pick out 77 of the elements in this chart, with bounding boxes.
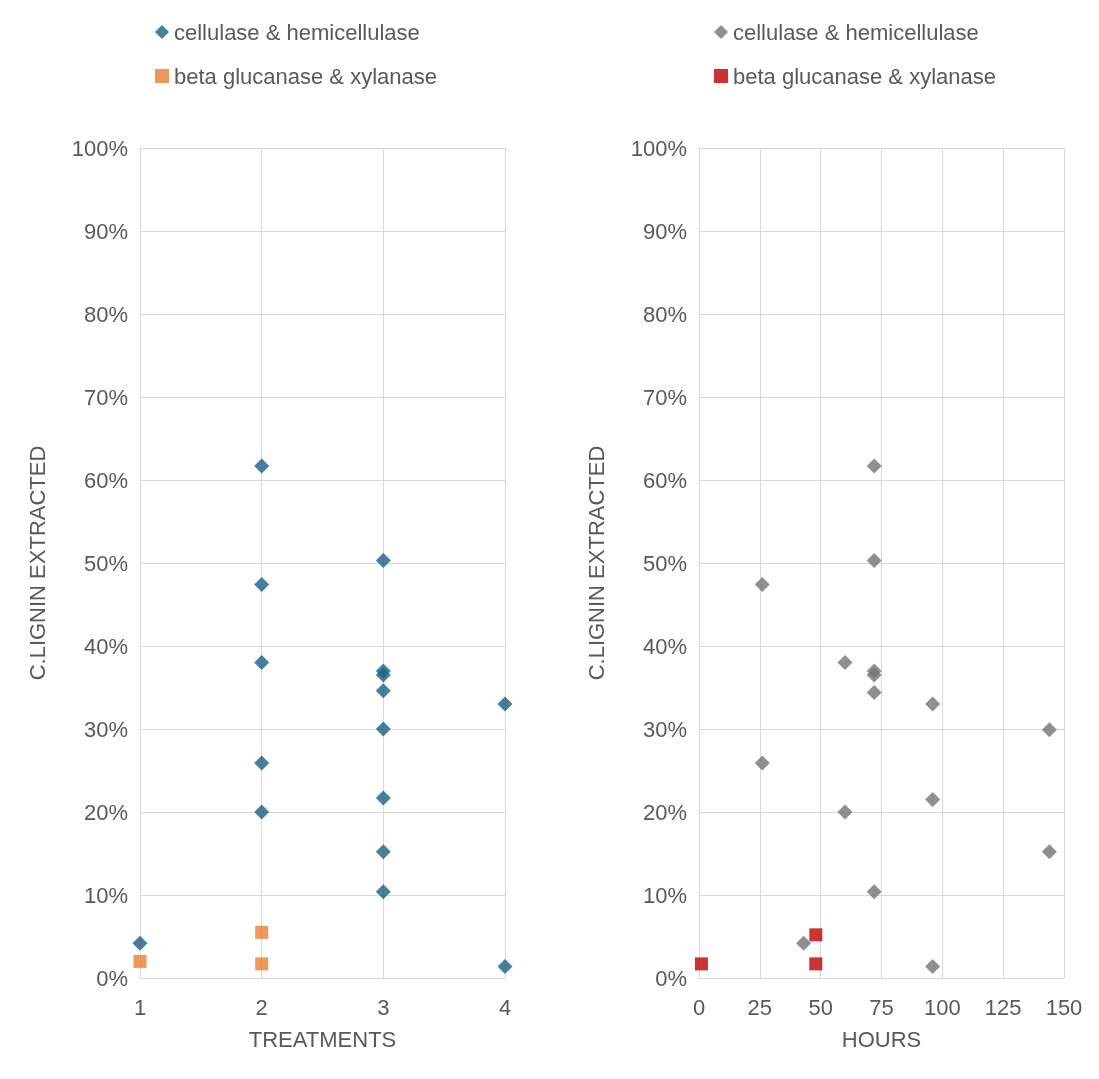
point xyxy=(754,755,770,771)
point xyxy=(375,667,391,683)
y-tick-label: 20% xyxy=(642,799,687,825)
point xyxy=(796,935,812,951)
point xyxy=(497,696,513,712)
y-tick-label: 30% xyxy=(83,716,128,742)
y-tick-label: 50% xyxy=(83,550,128,576)
point xyxy=(375,884,391,900)
x-tick-label: 2 xyxy=(255,994,268,1020)
point xyxy=(866,684,882,700)
y-tick-label: 40% xyxy=(642,633,687,659)
y-tick-label: 70% xyxy=(83,384,128,410)
point xyxy=(837,804,853,820)
point xyxy=(254,655,270,671)
x-tick-label: 3 xyxy=(377,994,390,1020)
point xyxy=(866,667,882,683)
x-axis-title: TREATMENTS xyxy=(248,1026,397,1052)
y-tick-label: 0% xyxy=(655,965,687,991)
point xyxy=(925,792,941,808)
y-tick-label: 10% xyxy=(642,882,687,908)
point xyxy=(254,755,270,771)
point xyxy=(132,935,148,951)
x-tick-label: 100 xyxy=(923,994,961,1020)
y-axis-title: C.LIGNIN EXTRACTED xyxy=(583,445,609,681)
x-tick-label: 0 xyxy=(692,994,706,1020)
point xyxy=(133,954,147,968)
point xyxy=(837,655,853,671)
x-tick-label: 1 xyxy=(133,994,147,1020)
point xyxy=(254,458,270,474)
point xyxy=(255,957,269,971)
y-tick-label: 60% xyxy=(83,467,128,493)
point xyxy=(254,804,270,820)
y-tick-label: 20% xyxy=(83,799,128,825)
point xyxy=(866,884,882,900)
legend-label: beta glucanase & xylanase xyxy=(174,63,437,89)
point xyxy=(254,577,270,593)
y-tick-label: 90% xyxy=(83,218,128,244)
x-tick-label: 50 xyxy=(808,994,833,1020)
x-tick-label: 75 xyxy=(869,994,894,1020)
y-tick-label: 30% xyxy=(642,716,687,742)
x-tick-label: 4 xyxy=(498,994,512,1020)
x-tick-label: 25 xyxy=(747,994,773,1020)
point xyxy=(754,577,770,593)
legend-label: cellulase & hemicellulase xyxy=(733,19,979,45)
y-axis-title: C.LIGNIN EXTRACTED xyxy=(24,445,50,681)
y-tick-label: 80% xyxy=(83,301,128,327)
point xyxy=(866,458,882,474)
point xyxy=(925,696,941,712)
point xyxy=(1041,844,1057,860)
point xyxy=(375,553,391,569)
y-tick-label: 0% xyxy=(96,965,128,991)
point xyxy=(694,957,708,971)
point xyxy=(375,844,391,860)
point xyxy=(925,958,941,974)
point xyxy=(375,683,391,699)
y-tick-label: 80% xyxy=(642,301,687,327)
y-tick-label: 100% xyxy=(71,135,128,161)
point xyxy=(375,721,391,737)
point xyxy=(809,957,823,971)
y-tick-label: 70% xyxy=(642,384,687,410)
point xyxy=(255,925,269,939)
y-tick-label: 90% xyxy=(642,218,687,244)
legend-label: beta glucanase & xylanase xyxy=(733,63,996,89)
point xyxy=(866,553,882,569)
x-tick-label: 125 xyxy=(984,994,1022,1020)
x-tick-label: 150 xyxy=(1045,994,1083,1020)
point xyxy=(497,958,513,974)
y-tick-label: 100% xyxy=(630,135,687,161)
x-axis-title: HOURS xyxy=(841,1026,922,1052)
y-tick-label: 60% xyxy=(642,467,687,493)
legend-label: cellulase & hemicellulase xyxy=(174,19,420,45)
y-tick-label: 50% xyxy=(642,550,687,576)
y-tick-label: 10% xyxy=(83,882,128,908)
point xyxy=(809,928,823,942)
y-tick-label: 40% xyxy=(83,633,128,659)
point xyxy=(375,790,391,806)
point xyxy=(1041,722,1057,738)
